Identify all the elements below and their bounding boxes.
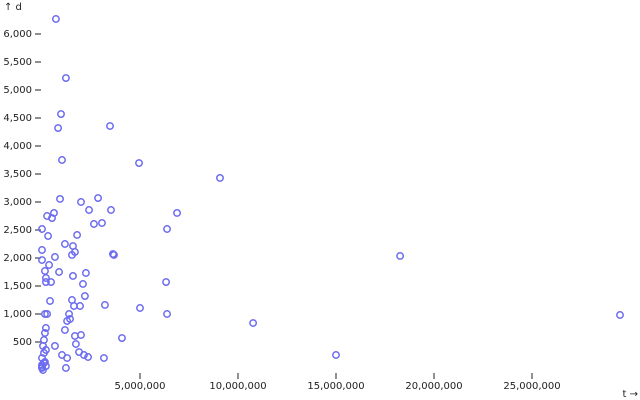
point xyxy=(41,278,50,286)
y-tick-label: 4,000 xyxy=(3,141,32,152)
point xyxy=(80,292,89,300)
point xyxy=(109,251,118,259)
point xyxy=(100,301,109,309)
point xyxy=(48,214,56,222)
point xyxy=(106,122,114,130)
x-tick-label: 10,000,000 xyxy=(209,381,266,392)
point xyxy=(51,15,60,23)
x-axis-label: t → xyxy=(623,389,638,400)
point xyxy=(109,250,117,258)
point xyxy=(135,159,143,167)
point xyxy=(81,269,90,277)
point xyxy=(107,206,115,214)
point xyxy=(68,251,76,259)
point xyxy=(56,195,64,203)
y-tick-label: 1,500 xyxy=(3,281,32,292)
point xyxy=(71,340,80,348)
point xyxy=(65,310,73,318)
point xyxy=(162,278,171,286)
point xyxy=(63,317,72,325)
point xyxy=(55,268,64,276)
x-tick-label: 5,000,000 xyxy=(115,381,166,392)
point xyxy=(396,252,405,260)
point xyxy=(73,231,82,239)
point xyxy=(94,194,103,202)
point xyxy=(54,124,63,132)
point xyxy=(332,351,340,359)
point xyxy=(77,331,85,339)
point xyxy=(45,261,54,269)
point xyxy=(85,206,93,214)
point xyxy=(61,364,70,372)
point xyxy=(41,274,50,282)
point xyxy=(76,302,84,310)
point xyxy=(136,304,144,312)
point xyxy=(163,225,171,233)
point xyxy=(84,353,93,361)
point xyxy=(79,280,87,288)
point xyxy=(43,310,52,318)
point xyxy=(60,326,69,334)
x-tick-label: 25,000,000 xyxy=(503,381,560,392)
point xyxy=(249,319,258,327)
y-tick-label: 4,500 xyxy=(3,113,32,124)
point xyxy=(58,156,66,164)
point xyxy=(38,364,46,372)
point xyxy=(57,110,65,118)
point xyxy=(38,256,46,264)
point xyxy=(89,220,98,228)
y-tick-label: 2,500 xyxy=(3,225,32,236)
point xyxy=(38,361,46,369)
y-tick-label: 3,000 xyxy=(3,197,32,208)
point xyxy=(41,324,50,332)
point xyxy=(616,311,624,319)
point xyxy=(70,332,79,340)
point xyxy=(77,198,85,206)
y-tick-label: 500 xyxy=(13,337,32,348)
point xyxy=(44,232,53,240)
y-axis-label: ↑ d xyxy=(4,2,22,13)
point xyxy=(216,174,224,182)
y-tick-label: 5,000 xyxy=(3,85,32,96)
point xyxy=(38,246,46,254)
point xyxy=(40,267,49,275)
x-tick-label: 20,000,000 xyxy=(405,381,462,392)
point xyxy=(50,253,59,261)
y-tick-label: 5,500 xyxy=(3,57,32,68)
point xyxy=(63,354,72,362)
point xyxy=(98,219,106,227)
y-tick-label: 3,500 xyxy=(3,169,32,180)
point xyxy=(99,354,108,362)
y-tick-label: 1,000 xyxy=(3,309,32,320)
y-tick-label: 2,000 xyxy=(3,253,32,264)
x-tick-label: 15,000,000 xyxy=(307,381,364,392)
point xyxy=(60,240,69,248)
point xyxy=(47,278,55,286)
point xyxy=(61,74,70,82)
point xyxy=(38,225,46,233)
point xyxy=(50,342,59,350)
point xyxy=(173,209,181,217)
point xyxy=(118,334,126,342)
point xyxy=(163,310,171,318)
point xyxy=(79,351,88,359)
point xyxy=(69,272,77,280)
y-tick-label: 6,000 xyxy=(3,29,32,40)
point xyxy=(46,297,54,305)
